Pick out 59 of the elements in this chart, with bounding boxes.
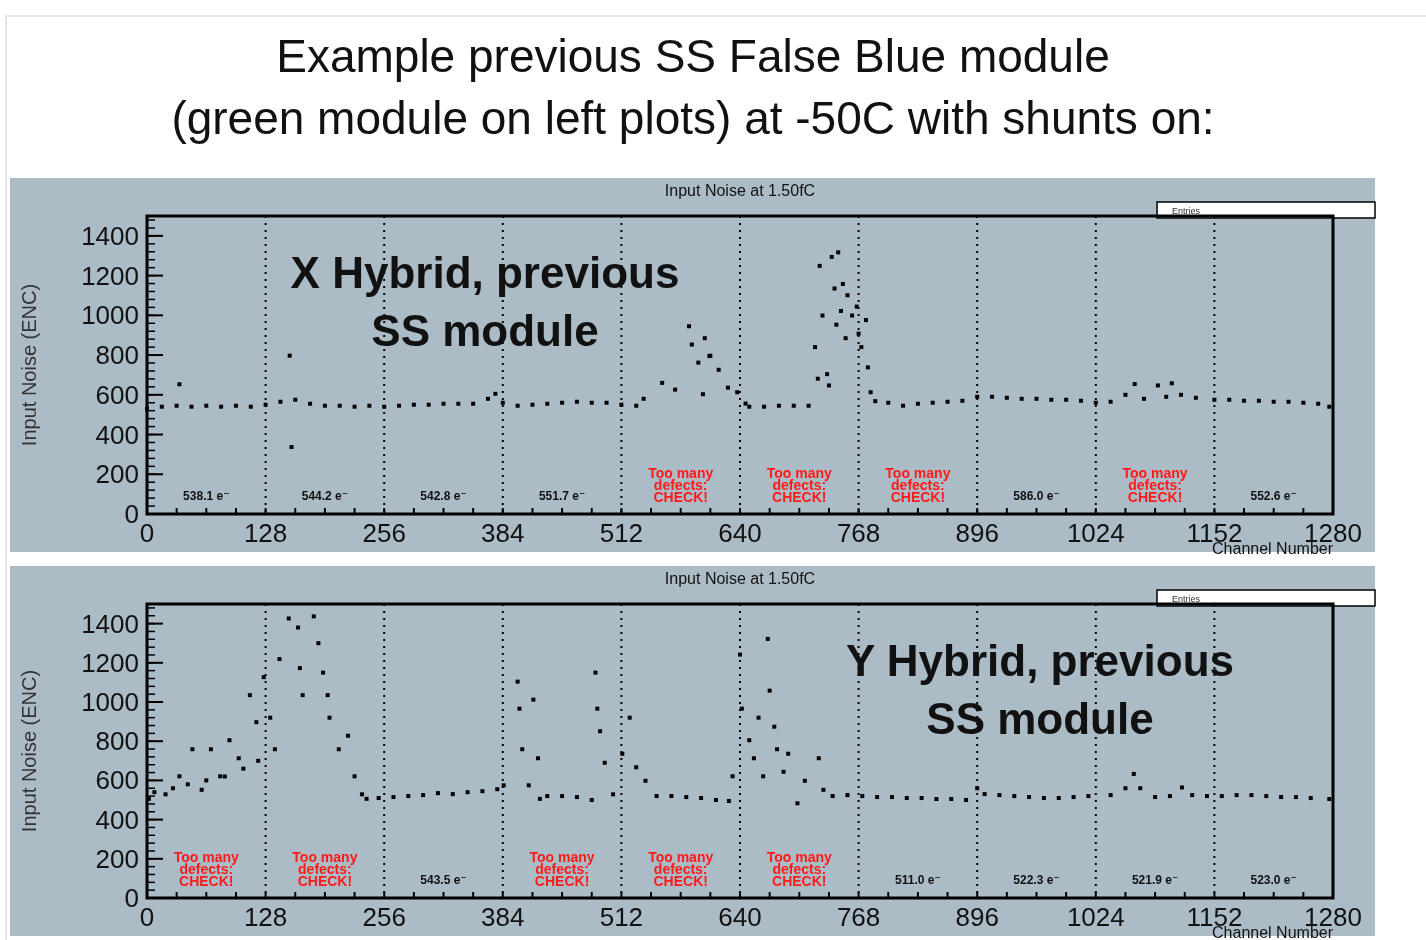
y-tick-label: 1200: [81, 647, 139, 678]
x-tick-label: 128: [243, 902, 288, 932]
annotation: 542.8 e⁻: [420, 489, 467, 503]
annotation: 521.9 e⁻: [1131, 873, 1179, 887]
text: Entries: [1172, 206, 1201, 216]
x-tick-label: 768: [836, 902, 881, 932]
y-tick-label: 600: [95, 765, 139, 796]
y-tick-label: 600: [95, 379, 139, 410]
annotation: Too many defects: CHECK!: [766, 465, 833, 505]
annotation: 511.0 e⁻: [895, 873, 941, 887]
chart-title: Input Noise at 1.50fC: [664, 570, 816, 587]
y-axis-title: Input Noise (ENC): [18, 669, 40, 833]
y-tick-label: 800: [95, 726, 139, 757]
annotation: Too many defects: CHECK!: [648, 849, 714, 889]
annotation: 551.7 e⁻: [538, 489, 586, 503]
annotation: Too many defects: CHECK!: [173, 849, 240, 889]
y-tick-label: 1200: [81, 260, 139, 291]
x-tick-label: 512: [599, 902, 644, 932]
annotation: Too many defects: CHECK!: [529, 849, 595, 889]
y-tick-label: 400: [95, 419, 139, 450]
annotation: 538.1 e⁻: [183, 489, 230, 503]
text: X Hybrid, previous SS module: [290, 248, 680, 355]
y-tick-label: 800: [95, 340, 139, 371]
annotation: 543.5 e⁻: [420, 873, 467, 887]
y-tick-label: 1400: [81, 220, 139, 251]
annotation: 586.0 e⁻: [1013, 489, 1060, 503]
annotation: 523.0 e⁻: [1250, 873, 1297, 887]
text: Entries: [1172, 594, 1201, 604]
x-tick-label: 896: [955, 902, 999, 932]
y-tick-label: 200: [95, 459, 139, 490]
x-tick-label: 896: [955, 518, 999, 548]
x-tick-label: 768: [836, 518, 881, 548]
annotation: Too many defects: CHECK!: [766, 849, 833, 889]
x-tick-label: 256: [362, 518, 406, 548]
x-tick-label: 512: [599, 518, 644, 548]
x-tick-label: 640: [718, 902, 762, 932]
annotation: Too many defects: CHECK!: [885, 465, 951, 505]
y-tick-label: 1000: [81, 687, 139, 717]
x-tick-label: 1024: [1066, 518, 1125, 548]
text: Y Hybrid, previous SS module: [846, 636, 1234, 743]
chart-title: Input Noise at 1.50fC: [664, 182, 816, 199]
y-tick-label: 200: [95, 843, 139, 874]
annotation: Too many defects: CHECK!: [648, 465, 714, 505]
y-tick-label: 1400: [81, 608, 139, 639]
text: Example previous SS False Blue module (green module on left plots) at -50C with shunts on:: [171, 30, 1215, 144]
x-tick-label: 640: [718, 518, 762, 548]
x-tick-label: 1024: [1066, 902, 1125, 932]
y-axis-title: Input Noise (ENC): [18, 283, 40, 447]
annotation: 522.3 e⁻: [1013, 873, 1060, 887]
y-tick-label: 1000: [81, 300, 139, 331]
annotation: Too many defects: CHECK!: [1122, 465, 1188, 505]
annotation: 544.2 e⁻: [301, 489, 349, 503]
x-tick-label: 384: [481, 518, 525, 548]
x-tick-label: 384: [481, 902, 525, 932]
x-tick-label: 256: [362, 902, 406, 932]
y-tick-label: 400: [95, 804, 139, 835]
annotation: 552.6 e⁻: [1250, 489, 1297, 503]
annotation: Too many defects: CHECK!: [292, 849, 358, 889]
x-tick-label: 128: [243, 518, 288, 548]
